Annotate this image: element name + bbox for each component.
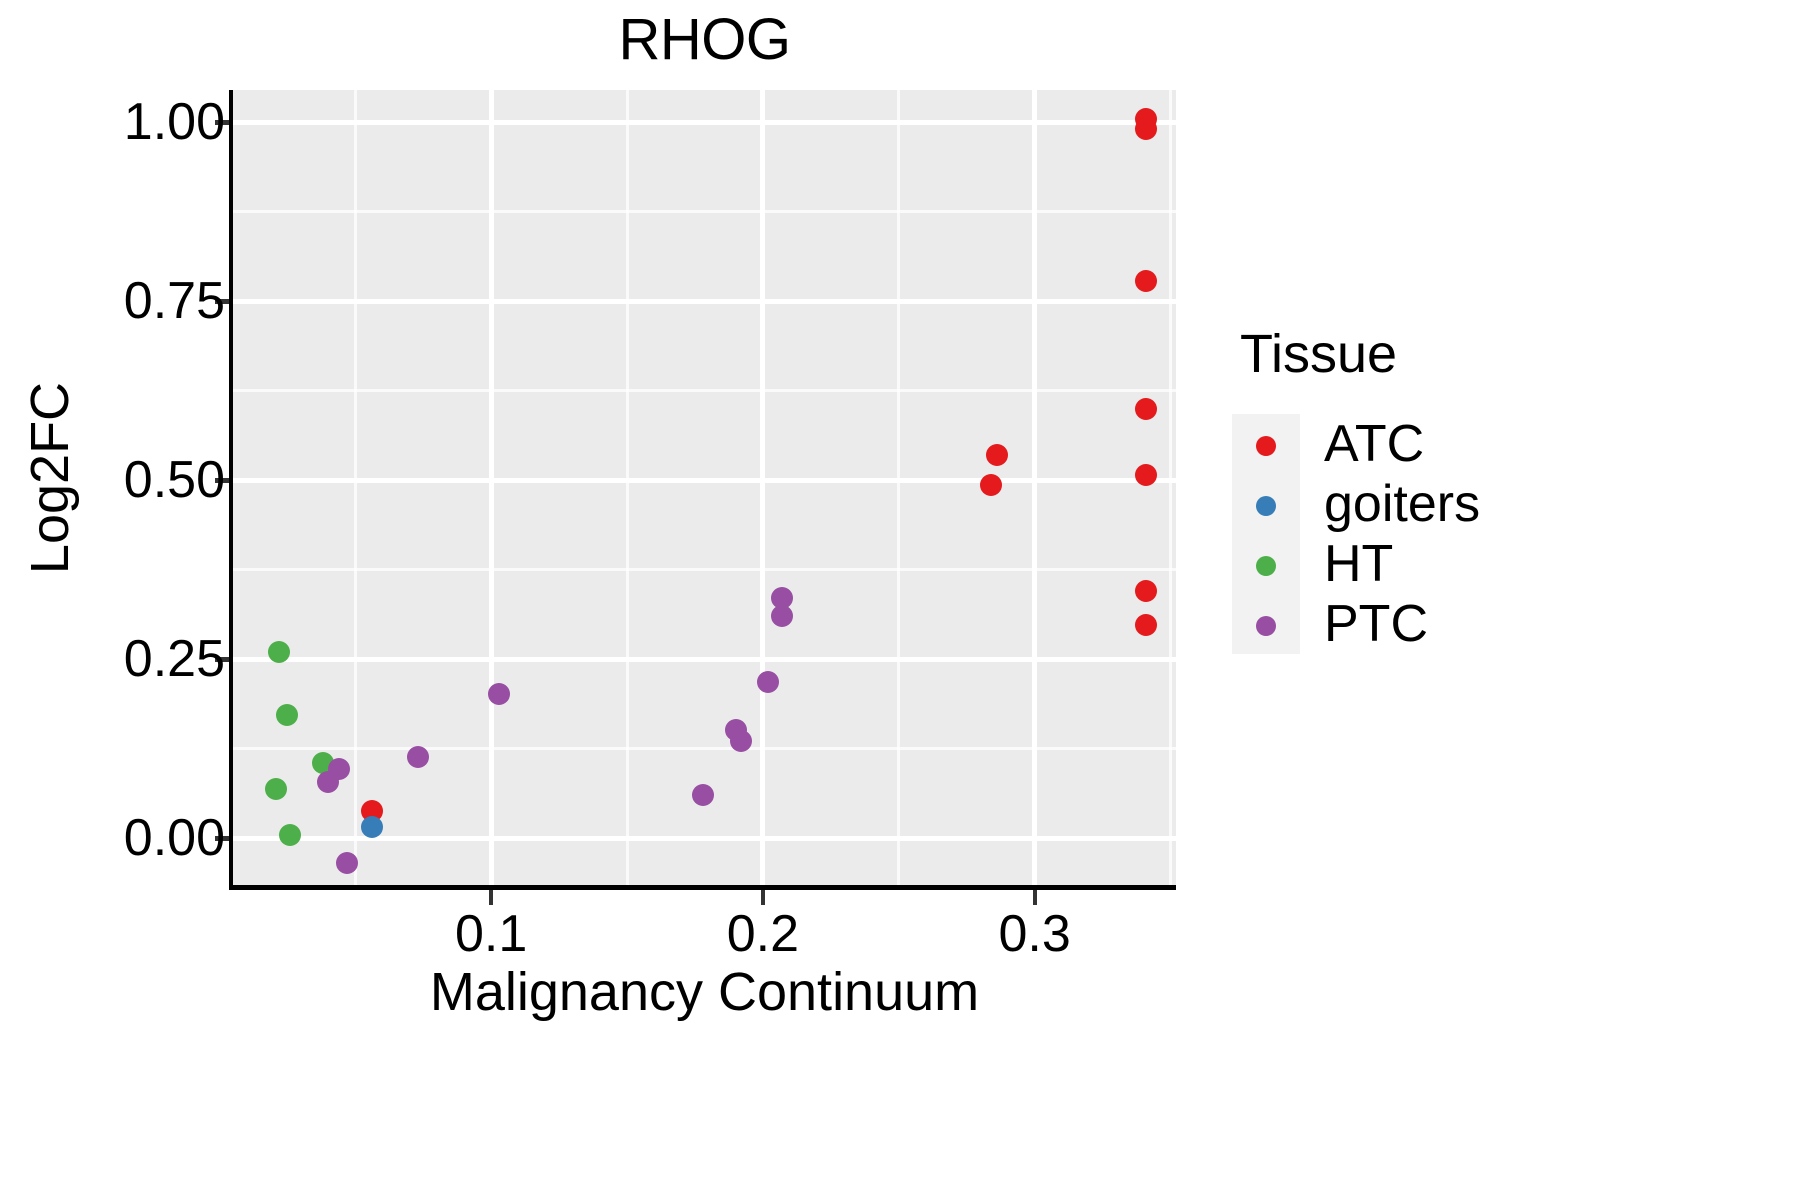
legend-swatch-icon bbox=[1256, 616, 1276, 636]
data-point-atc bbox=[1135, 614, 1158, 636]
data-point-ptc bbox=[692, 783, 715, 806]
data-point-atc bbox=[985, 444, 1008, 467]
data-point-ptc bbox=[770, 604, 793, 627]
data-point-ptc bbox=[730, 730, 753, 753]
legend-item-label: ATC bbox=[1324, 415, 1425, 473]
data-point-atc bbox=[1135, 398, 1158, 421]
data-point-ptc bbox=[757, 671, 780, 694]
legend-title: Tissue bbox=[1240, 324, 1398, 384]
legend-swatch-icon bbox=[1256, 436, 1276, 456]
data-point-atc bbox=[1135, 118, 1158, 141]
gridline-major-horizontal bbox=[233, 298, 1176, 304]
data-point-ptc bbox=[336, 851, 359, 874]
gridline-minor-vertical bbox=[1169, 90, 1173, 885]
data-point-goiters bbox=[360, 815, 383, 838]
x-tick-mark bbox=[1032, 890, 1037, 905]
data-point-ht bbox=[279, 823, 302, 846]
gridline-major-vertical bbox=[1032, 90, 1038, 885]
legend-item-label: PTC bbox=[1324, 595, 1428, 653]
gridline-major-horizontal bbox=[233, 835, 1176, 841]
x-tick-label: 0.3 bbox=[998, 905, 1071, 963]
gridline-major-vertical bbox=[488, 90, 494, 885]
x-tick-mark bbox=[489, 890, 494, 905]
y-tick-label: 1.00 bbox=[123, 93, 225, 152]
x-axis-title: Malignancy Continuum bbox=[429, 962, 980, 1022]
legend-swatch-icon bbox=[1256, 556, 1276, 576]
data-point-ptc bbox=[406, 745, 429, 768]
data-point-atc bbox=[1135, 464, 1158, 487]
page-title: RHOG bbox=[618, 7, 792, 72]
gridline-minor-horizontal bbox=[233, 389, 1176, 393]
gridline-minor-horizontal bbox=[233, 747, 1176, 751]
x-tick-mark bbox=[760, 890, 765, 905]
data-point-atc bbox=[980, 474, 1003, 497]
data-point-ptc bbox=[770, 586, 793, 609]
y-tick-label: 0.75 bbox=[123, 272, 225, 331]
data-point-ht bbox=[265, 778, 288, 801]
y-tick-label: 0.00 bbox=[123, 809, 225, 868]
y-tick-mark bbox=[215, 835, 229, 841]
y-axis-title: Log2FC bbox=[20, 381, 80, 575]
gridline-minor-horizontal bbox=[233, 568, 1176, 572]
x-tick-label: 0.1 bbox=[455, 905, 528, 963]
y-tick-mark bbox=[215, 477, 229, 483]
x-axis-line bbox=[229, 885, 1176, 890]
data-point-ptc bbox=[317, 770, 340, 793]
y-axis-line bbox=[229, 90, 233, 890]
data-point-ht bbox=[268, 640, 291, 663]
data-point-ht bbox=[276, 703, 299, 726]
data-point-ptc bbox=[488, 683, 511, 706]
legend-item-label: HT bbox=[1324, 535, 1394, 593]
legend-item-label: goiters bbox=[1324, 475, 1481, 533]
x-tick-label: 0.2 bbox=[726, 905, 800, 963]
gridline-minor-vertical bbox=[897, 90, 901, 885]
gridline-minor-vertical bbox=[353, 90, 357, 885]
gridline-minor-horizontal bbox=[233, 210, 1176, 214]
data-point-atc bbox=[1135, 580, 1158, 603]
gridline-major-horizontal bbox=[233, 656, 1176, 662]
y-tick-mark bbox=[215, 119, 229, 125]
plot-panel bbox=[233, 90, 1176, 885]
data-point-atc bbox=[1135, 270, 1158, 293]
y-tick-label: 0.25 bbox=[123, 630, 225, 689]
gridline-major-vertical bbox=[760, 90, 766, 885]
y-tick-mark bbox=[215, 656, 229, 662]
gridline-minor-vertical bbox=[625, 90, 629, 885]
y-tick-label: 0.50 bbox=[123, 451, 225, 510]
y-tick-mark bbox=[215, 298, 229, 304]
legend-swatch-icon bbox=[1256, 496, 1276, 516]
gridline-major-horizontal bbox=[233, 119, 1176, 125]
gridline-major-horizontal bbox=[233, 477, 1176, 483]
